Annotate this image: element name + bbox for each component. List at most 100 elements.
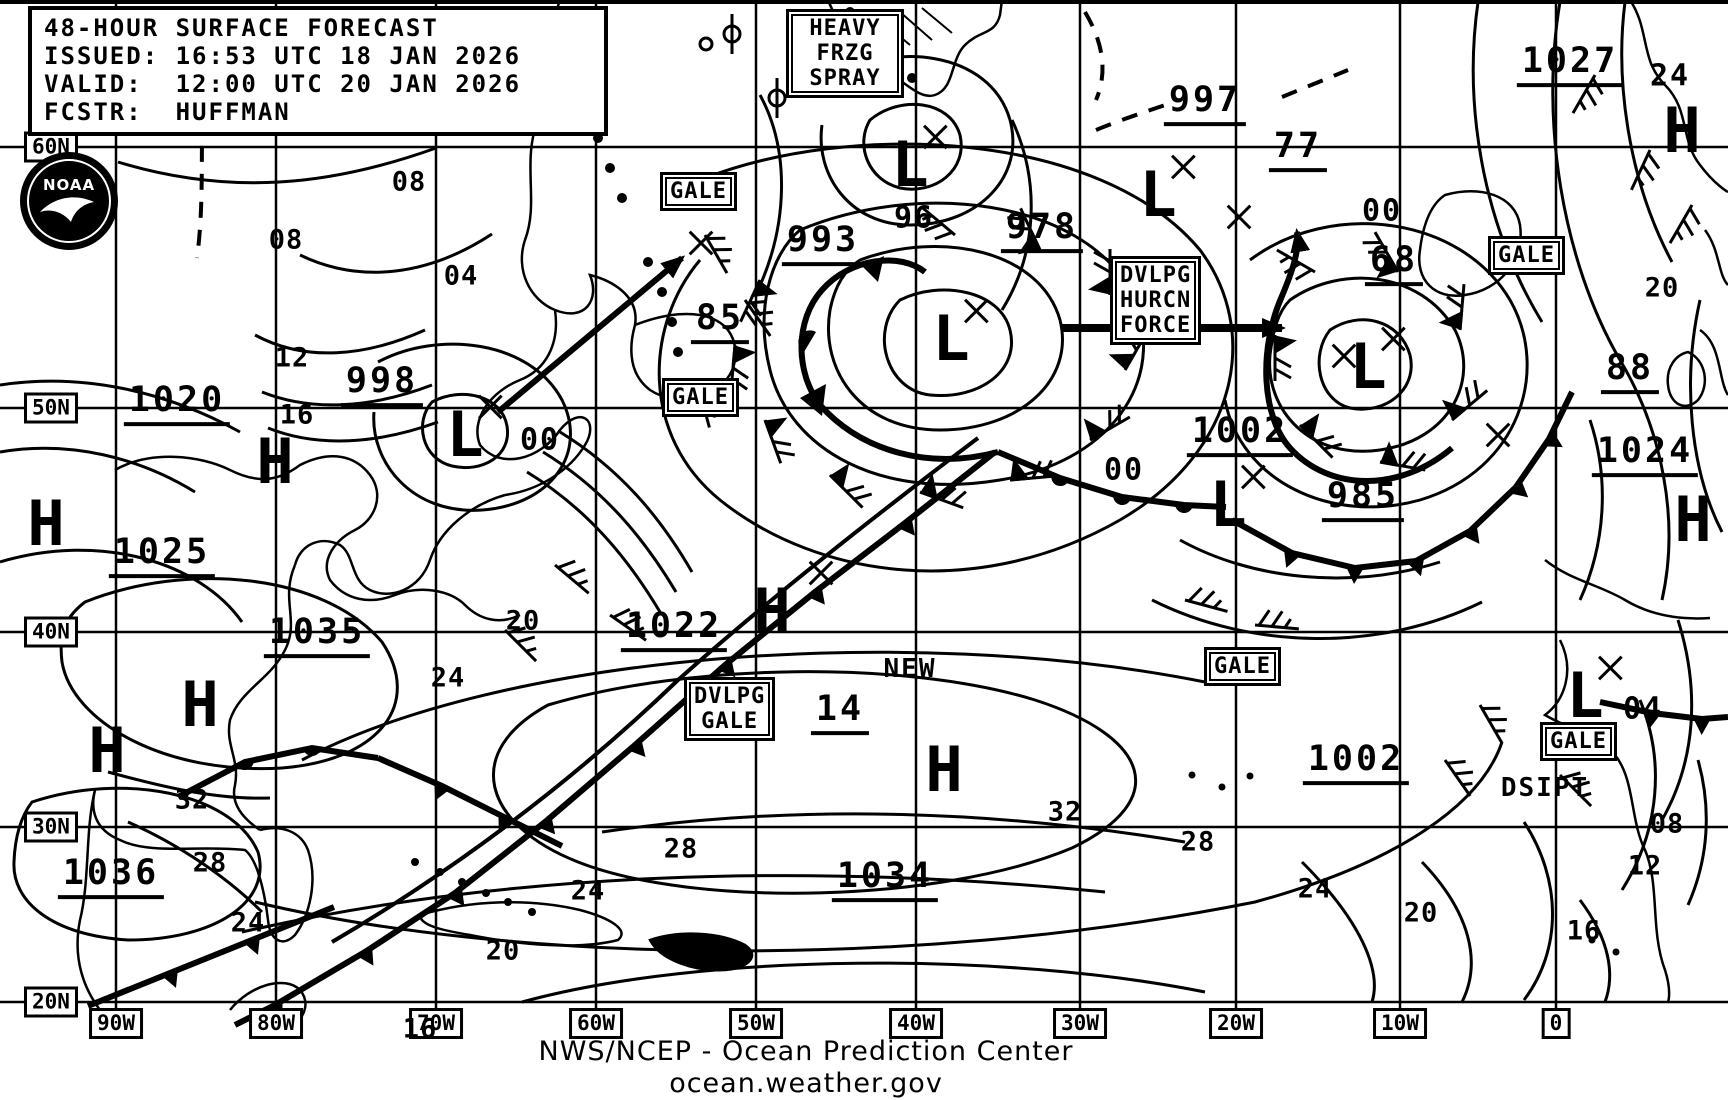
position-x-mark [1329,341,1359,371]
pressure-label-997: 997 [1163,82,1247,126]
value-label-04: 04 [1622,691,1664,727]
position-x-mark [476,392,506,422]
low-center: L [1566,665,1603,727]
pressure-label-1020: 1020 [123,382,231,426]
pressure-label-1014: 14 [810,691,870,735]
pressure-label-998: 998 [340,363,424,407]
valid-line: VALID: 12:00 UTC 20 JAN 2026 [44,70,522,98]
contour-label: 16 [279,399,315,431]
gale-warning-4: GALE [1204,647,1281,686]
noaa-logo-text: NOAA [42,176,96,194]
contour-label: 28 [192,847,228,879]
issued-line: ISSUED: 16:53 UTC 18 JAN 2026 [44,42,522,70]
gale-warning-2: GALE [662,378,739,417]
warning-line: GALE [701,709,759,734]
warning-line: GALE [672,385,729,410]
contour-label: 08 [268,224,304,256]
noaa-logo-icon [20,152,118,250]
pressure-label-988: 88 [1600,350,1660,394]
contour-label: 04 [443,260,479,292]
high-center: H [1663,94,1701,167]
gale-warning-5: GALE [1540,722,1617,761]
position-x-mark [1239,462,1269,492]
isobars [0,1,1724,1004]
position-x-mark [686,228,716,258]
trough-lines [195,10,1349,259]
gale-warning-1: GALE [660,172,737,211]
warning-line: DVLPG [1120,263,1192,288]
pressure-label-977: 77 [1268,128,1328,172]
low-center: L [1139,164,1176,226]
high-center: H [181,668,219,741]
high-center: H [925,733,963,806]
warning-line: GALE [1550,729,1607,754]
pressure-label-1002b: 1002 [1302,741,1410,785]
pressure-label-985a: 85 [690,300,750,344]
lat-label-30n: 30N [24,811,78,843]
position-x-mark [1169,152,1199,182]
contour-label: 20 [1403,897,1439,929]
noaa-logo: NOAA [18,150,120,252]
dissipating-annotation: DSIPT [1500,773,1590,803]
contour-label: 28 [1180,826,1216,858]
lon-label-60w: 60W [569,1008,623,1039]
pressure-label-1034: 1034 [831,858,939,902]
lon-label-40w: 40W [889,1008,943,1039]
lon-label-50w: 50W [729,1008,783,1039]
low-center: L [446,404,483,466]
gale-warning-3: GALE [1488,236,1565,275]
new-system-annotation: NEW [883,654,937,684]
position-x-mark [1379,324,1409,354]
warning-line: SPRAY [809,66,881,91]
contour-label: 32 [174,784,210,816]
contour-label: 08 [1649,808,1685,840]
contour-label: 24 [570,875,606,907]
contour-label: 16 [402,1013,438,1045]
warning-line: GALE [1498,243,1555,268]
warning-line: FORCE [1120,313,1192,338]
warning-line: HURCN [1120,288,1192,313]
pressure-label-968: 68 [1364,242,1424,286]
pressure-label-993: 993 [781,222,865,266]
value-label-00a: 00 [519,422,561,458]
high-center: H [256,425,294,498]
contour-label: 12 [1627,850,1663,882]
pressure-label-1035: 1035 [263,614,371,658]
warning-line: DVLPG [694,684,766,709]
pressure-label-985b: 985 [1321,478,1405,522]
contour-label: 20 [505,605,541,637]
contour-label: 32 [1047,796,1083,828]
high-center: H [1674,483,1712,556]
pressure-label-1027: 1027 [1516,43,1624,87]
pressure-label-1025: 1025 [108,534,216,578]
position-x-mark [1483,420,1513,450]
chart-title: 48-HOUR SURFACE FORECAST [44,14,439,42]
value-label-00b: 00 [1361,193,1403,229]
lon-label-10w: 10W [1373,1008,1427,1039]
warning-line: FRZG [816,41,874,66]
contour-label: 20 [485,935,521,967]
forecaster-line: FCSTR: HUFFMAN [44,98,291,126]
contour-label: 28 [663,833,699,865]
warning-line: HEAVY [809,16,881,41]
lon-label-80w: 80W [249,1008,303,1039]
value-label-96: 96 [893,200,935,236]
developing-gale-warning: DVLPG GALE [684,677,776,741]
high-center: H [88,714,126,787]
pressure-label-978: 978 [1000,209,1084,253]
position-x-mark [921,122,951,152]
contour-label: 24 [1297,873,1333,905]
high-center: H [753,575,791,648]
low-center: L [932,308,969,370]
developing-hurricane-force-warning: DVLPG HURCN FORCE [1110,256,1202,345]
lat-label-50n: 50N [24,392,78,424]
pressure-label-1024: 1024 [1591,433,1699,477]
position-x-mark [962,296,992,326]
low-center: L [891,134,928,196]
pressure-label-1002a: 1002 [1186,413,1294,457]
value-label-00c: 00 [1103,452,1145,488]
low-center: L [1209,474,1246,536]
title-block: 48-HOUR SURFACE FORECAST ISSUED: 16:53 U… [28,6,608,136]
lon-label-30w: 30W [1053,1008,1107,1039]
